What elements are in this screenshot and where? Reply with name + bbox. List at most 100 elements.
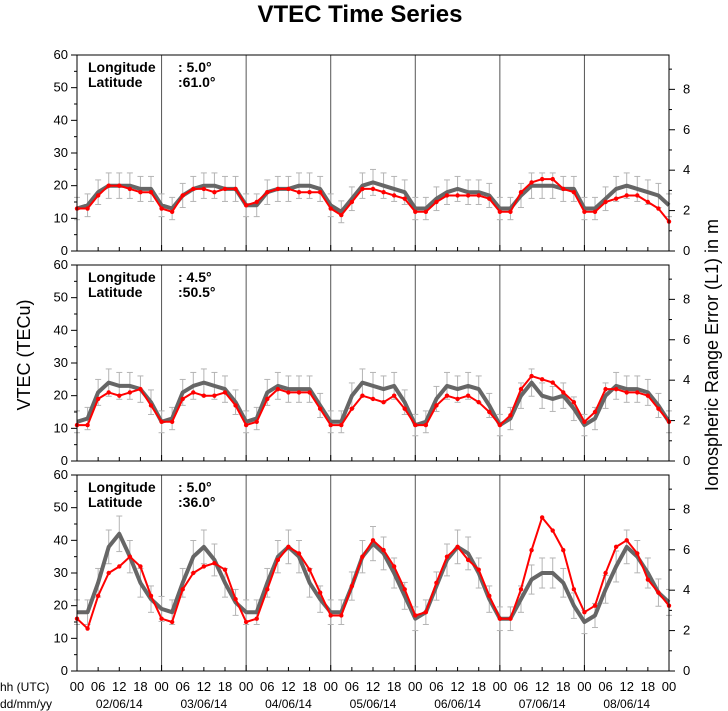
measured-point xyxy=(159,206,164,211)
y-tick-label-left: 0 xyxy=(61,243,68,258)
y-tick-label-left: 20 xyxy=(54,598,68,613)
y-tick-label-right: 8 xyxy=(683,291,690,306)
measured-point xyxy=(265,190,270,195)
measured-point xyxy=(349,583,355,589)
model-series-line xyxy=(76,180,671,214)
measured-point xyxy=(476,400,481,405)
measured-point xyxy=(370,538,376,543)
longitude-value: : 4.5° xyxy=(178,269,212,285)
measured-point xyxy=(624,390,629,395)
x-date-label: 06/06/14 xyxy=(434,697,481,711)
y-tick-label-left: 50 xyxy=(54,80,68,95)
measured-point xyxy=(592,409,598,415)
x-date-label: 04/06/14 xyxy=(265,697,312,711)
y-tick-label-left: 30 xyxy=(54,355,68,370)
measured-point xyxy=(159,616,164,621)
y-tick-label-left: 10 xyxy=(54,420,68,435)
y-tick-label-right: 6 xyxy=(683,122,690,137)
measured-point xyxy=(423,422,429,428)
y-tick-label-left: 60 xyxy=(54,47,68,62)
x-hour-label: 00 xyxy=(408,679,422,694)
longitude-label: Longitude xyxy=(88,479,156,495)
measured-point xyxy=(550,528,555,533)
panel-3: 0 10 20 30 40 50 60 0 2 4 6 8 Longitude: 5.0° Latitud… xyxy=(54,467,691,678)
panel-frame xyxy=(76,474,670,672)
longitude-label: Longitude xyxy=(88,269,156,285)
measured-point xyxy=(148,190,154,195)
y-tick-label-right: 0 xyxy=(683,243,690,258)
measured-point xyxy=(317,590,323,595)
measured-point xyxy=(307,390,312,395)
measured-point xyxy=(349,199,355,205)
measured-point xyxy=(254,199,259,205)
measured-point xyxy=(476,567,481,572)
measured-point xyxy=(85,422,90,428)
latitude-value: :61.0° xyxy=(178,74,216,90)
x-hour-label: 12 xyxy=(112,679,126,694)
y-tick-label-left: 40 xyxy=(54,322,68,337)
measured-point xyxy=(497,422,503,428)
y-tick-label-left: 40 xyxy=(54,112,68,127)
measured-point xyxy=(243,619,249,625)
measured-point xyxy=(497,209,503,214)
measured-point xyxy=(201,186,207,192)
x-hour-label: 00 xyxy=(239,679,253,694)
measured-point xyxy=(106,570,111,576)
measured-point xyxy=(138,386,143,392)
x-hour-label: 18 xyxy=(641,679,655,694)
measured-point xyxy=(212,393,217,398)
measured-point xyxy=(201,564,207,569)
measured-point xyxy=(656,406,661,411)
measured-point xyxy=(518,190,524,195)
measured-point xyxy=(413,613,418,618)
panel-1: 0 10 20 30 40 50 60 0 2 4 6 8 Longitude: 5.0° Latitud… xyxy=(54,47,691,258)
measured-point xyxy=(233,403,238,408)
measured-point xyxy=(169,209,175,214)
y-tick-label-left: 50 xyxy=(54,500,68,515)
measured-point xyxy=(656,590,661,595)
latitude-label: Latitude xyxy=(88,494,143,510)
measured-point xyxy=(254,616,259,621)
x-hour-label: 06 xyxy=(598,679,612,694)
measured-point xyxy=(169,419,175,424)
measured-point xyxy=(603,386,608,392)
measured-point xyxy=(529,373,534,379)
measured-point xyxy=(148,593,154,599)
measured-point xyxy=(95,193,101,198)
y-tick-label-left: 10 xyxy=(54,210,68,225)
measured-point xyxy=(529,180,534,185)
longitude-value: : 5.0° xyxy=(178,59,212,75)
latitude-label: Latitude xyxy=(88,74,143,90)
x-hour-label: 06 xyxy=(175,679,189,694)
measured-point xyxy=(360,554,365,559)
measured-point xyxy=(233,596,238,602)
x-date-label: 08/06/14 xyxy=(603,697,650,711)
model-error-bars xyxy=(74,368,672,437)
measured-point xyxy=(645,393,651,398)
measured-point xyxy=(138,564,143,569)
y-tick-label-right: 8 xyxy=(683,501,690,516)
longitude-value: : 5.0° xyxy=(178,479,212,495)
measured-point xyxy=(370,186,376,192)
latitude-value: :50.5° xyxy=(178,284,216,300)
measured-point xyxy=(286,390,291,395)
x-hour-label: 12 xyxy=(197,679,211,694)
measured-point xyxy=(413,209,418,214)
measured-point xyxy=(148,403,154,408)
y-tick-label-right: 6 xyxy=(683,332,690,347)
measured-point xyxy=(317,190,323,195)
measured-point xyxy=(191,390,196,395)
measured-point xyxy=(180,396,185,402)
x-hour-label: 06 xyxy=(514,679,528,694)
measured-point xyxy=(275,186,281,192)
longitude-label: Longitude xyxy=(88,59,156,75)
x-hour-label: 00 xyxy=(154,679,168,694)
x-hour-label: 00 xyxy=(493,679,507,694)
y-tick-label-left: 20 xyxy=(54,178,68,193)
x-hour-label: 00 xyxy=(577,679,591,694)
measured-point xyxy=(413,422,418,428)
x-hour-label: 00 xyxy=(70,679,84,694)
y-tick-label-right: 0 xyxy=(683,663,690,678)
measured-point xyxy=(212,561,217,566)
measured-point xyxy=(360,393,365,398)
